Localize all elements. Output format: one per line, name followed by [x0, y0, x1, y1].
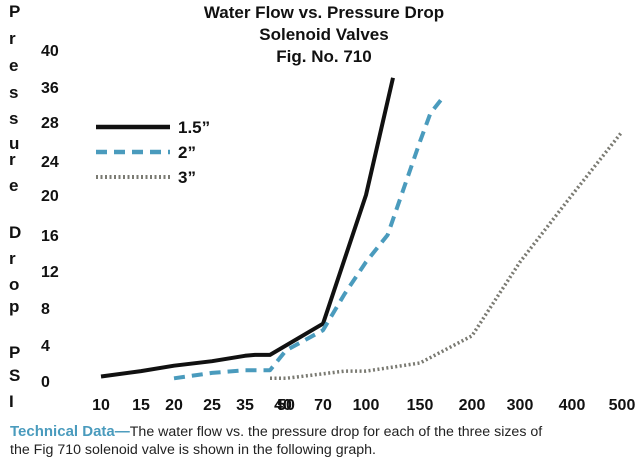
x-tick-label: 100: [353, 397, 380, 414]
x-tick-label: 200: [459, 397, 486, 414]
chart-legend: 1.5” 2” 3”: [96, 118, 210, 187]
y-axis-label-letter: D: [9, 223, 21, 242]
x-tick-label: 35: [236, 397, 254, 414]
y-axis-label-letter: P: [9, 2, 20, 21]
y-axis-label-letter: P: [9, 343, 20, 362]
y-axis-label-letter: o: [9, 275, 19, 294]
y-tick-label: 8: [41, 301, 50, 318]
y-tick-label: 36: [41, 80, 59, 97]
y-tick-label: 40: [41, 43, 59, 60]
legend-label: 1.5”: [178, 118, 210, 137]
y-tick-label: 12: [41, 264, 59, 281]
x-tick-label: 70: [314, 397, 332, 414]
chart-figure-number: Fig. No. 710: [276, 47, 371, 66]
y-axis-label-letter: r: [9, 150, 16, 169]
technical-data-line-2: the Fig 710 solenoid valve is shown in t…: [10, 442, 376, 458]
chart-title: Water Flow vs. Pressure Drop: [204, 3, 444, 22]
legend-label: 3”: [178, 168, 196, 187]
y-axis-label-letter: I: [9, 392, 14, 411]
chart-series: [100, 77, 624, 381]
y-axis-label-letter: p: [9, 297, 19, 316]
y-axis-label-letter: r: [9, 29, 16, 48]
y-axis-label-letter: r: [9, 249, 16, 268]
chart-subtitle: Solenoid Valves: [259, 25, 388, 44]
x-tick-label: 300: [507, 397, 534, 414]
x-tick-label: 50: [277, 397, 295, 414]
y-tick-label: 20: [41, 188, 59, 205]
x-tick-label: 10: [92, 397, 110, 414]
x-tick-label: 20: [165, 397, 183, 414]
x-tick-label: 400: [559, 397, 586, 414]
y-axis-ticks: 0 4 8 12 16 20 24 28 36 40: [41, 43, 59, 391]
y-tick-label: 4: [41, 338, 50, 355]
x-tick-label: 25: [203, 397, 221, 414]
y-axis-label-letter: s: [9, 83, 18, 102]
y-tick-label: 0: [41, 374, 50, 391]
y-axis-label-letter: e: [9, 176, 18, 195]
y-tick-label: 24: [41, 154, 59, 171]
series-line-3: [270, 130, 624, 381]
x-tick-label: 15: [132, 397, 150, 414]
x-tick-label: 40: [274, 397, 292, 414]
y-axis-label-letter: u: [9, 134, 19, 153]
series-line-2: [173, 98, 443, 381]
y-tick-label: 28: [41, 115, 59, 132]
pressure-drop-chart: Water Flow vs. Pressure Drop Solenoid Va…: [9, 2, 635, 414]
y-axis-label-letter: S: [9, 366, 20, 385]
series-line-1: [100, 77, 395, 379]
legend-label: 2”: [178, 143, 196, 162]
y-axis-label-letter: e: [9, 56, 18, 75]
y-axis-label-letter: s: [9, 109, 18, 128]
technical-data-heading: Technical Data—: [10, 423, 130, 440]
technical-data-line-1: The water flow vs. the pressure drop for…: [129, 424, 543, 440]
x-tick-label: 500: [609, 397, 636, 414]
y-tick-label: 16: [41, 228, 59, 245]
x-tick-label: 150: [407, 397, 434, 414]
technical-data-note: Technical Data—The water flow vs. the pr…: [10, 423, 638, 459]
